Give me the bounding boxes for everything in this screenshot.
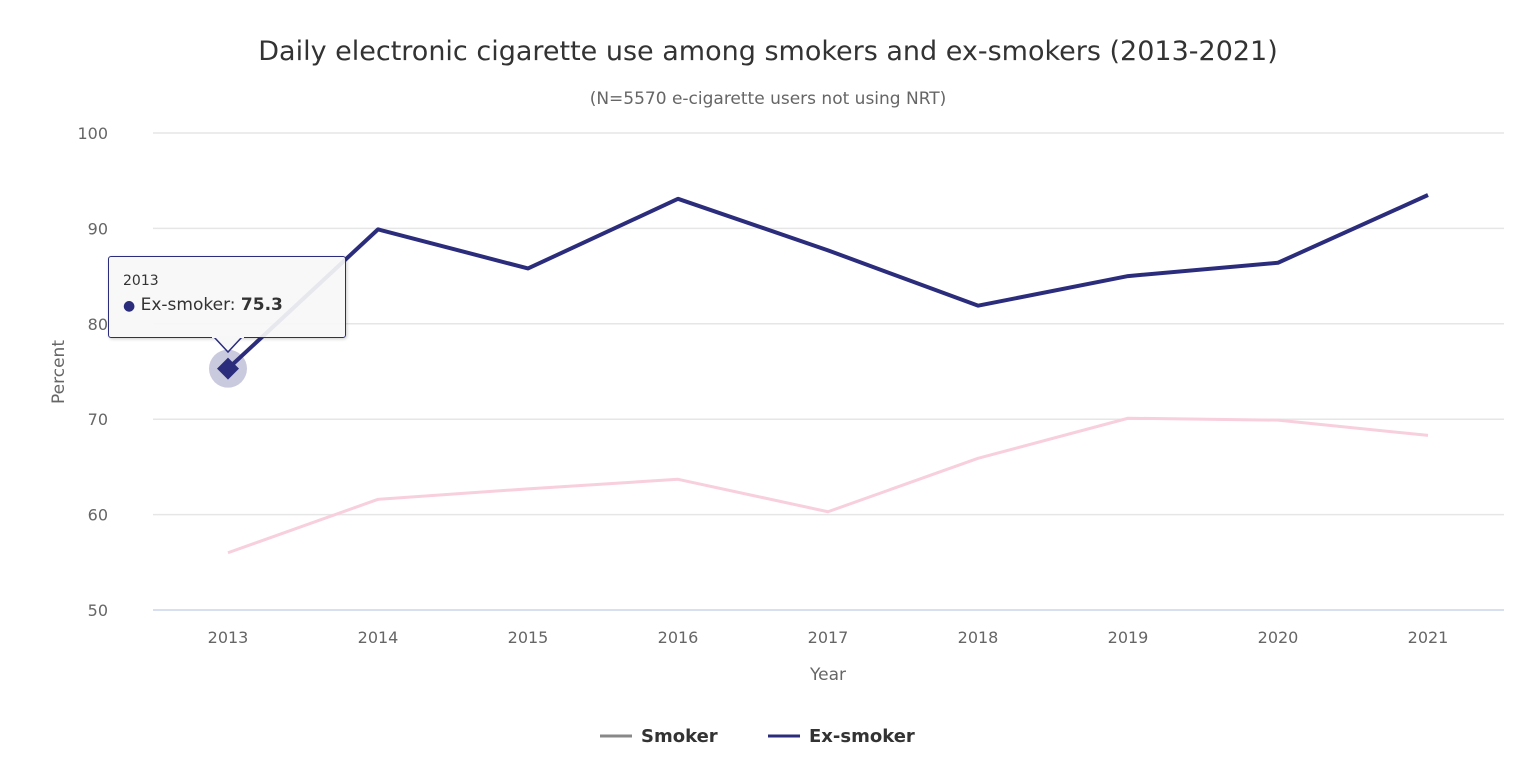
- y-tick-label: 50: [88, 601, 108, 620]
- tooltip-series: Ex-smoker:: [140, 295, 236, 315]
- x-tick-label: 2016: [658, 628, 699, 647]
- tooltip-value: 75.3: [240, 295, 283, 315]
- x-axis-title: Year: [809, 665, 846, 685]
- x-tick-label: 2021: [1408, 628, 1449, 647]
- y-tick-label: 80: [88, 315, 108, 334]
- tooltip: 2013 ● Ex-smoker: 75.3: [108, 256, 346, 338]
- x-tick-label: 2014: [358, 628, 399, 647]
- x-tick-label: 2017: [808, 628, 849, 647]
- series-line-smoker: [227, 416, 1429, 555]
- hovered-data-point: [217, 357, 239, 380]
- y-tick-label: 100: [77, 124, 108, 143]
- tooltip-header: 2013: [123, 273, 159, 289]
- x-tick-label: 2013: [208, 628, 249, 647]
- x-tick-label: 2019: [1108, 628, 1149, 647]
- series-line-ex-smoker: [226, 193, 1429, 371]
- series-dot-icon: ●: [123, 298, 136, 314]
- x-tick-label: 2015: [508, 628, 549, 647]
- legend-item-smoker[interactable]: Smoker: [641, 726, 718, 747]
- chart-subtitle: (N=5570 e-cigarette users not using NRT): [590, 89, 947, 109]
- legend-item-ex-smoker[interactable]: Ex-smoker: [809, 726, 915, 747]
- x-tick-label: 2020: [1258, 628, 1299, 647]
- y-tick-label: 70: [88, 410, 108, 429]
- y-tick-label: 90: [88, 219, 108, 238]
- x-tick-label: 2018: [958, 628, 999, 647]
- y-axis-title: Percent: [49, 340, 69, 404]
- chart-title: Daily electronic cigarette use among smo…: [258, 36, 1278, 67]
- y-tick-label: 60: [88, 506, 108, 525]
